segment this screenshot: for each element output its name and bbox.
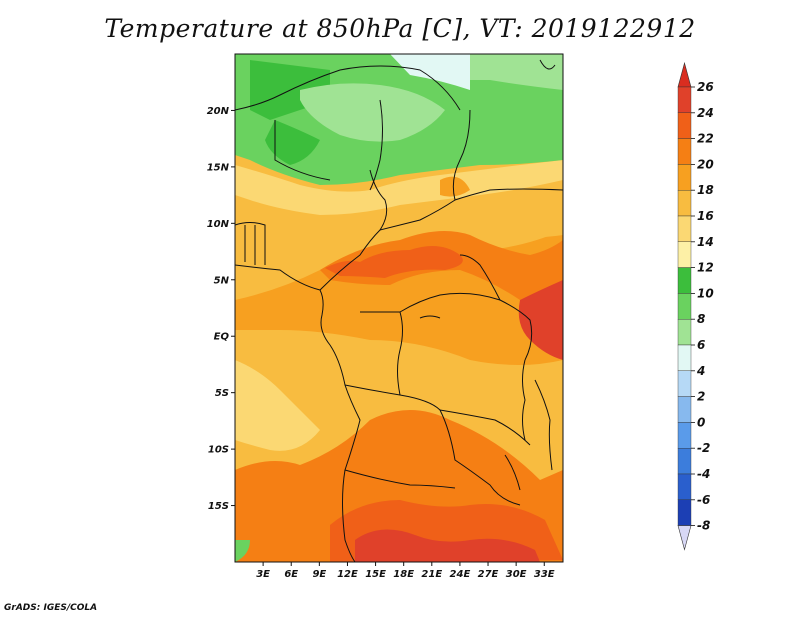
x-tick-label: 18E [393,569,414,580]
colorbar-label: 22 [697,132,714,146]
y-tick-label: 20N [207,106,230,117]
colorbar-label: 20 [697,157,714,171]
colorbar-label: -4 [697,467,710,481]
colorbar-swatch [677,189,692,217]
colorbar-label: 12 [697,261,714,275]
colorbar-label: 10 [697,286,714,300]
x-tick-label: 21E [421,569,442,580]
colorbar-label: -8 [697,519,710,533]
map-title: Temperature at 850hPa [C], VT: 201912291… [104,14,696,43]
colorbar-label: 2 [697,390,705,404]
y-tick-label: 5S [215,388,229,399]
colorbar-top-arrow [677,61,692,88]
colorbar-swatch [677,319,692,346]
colorbar-swatch [677,344,692,371]
country-borders [235,59,563,562]
x-tick-label: 30E [506,569,527,580]
x-tick-label: 27E [478,569,499,580]
map-frame [234,53,564,563]
colorbar-label: -2 [697,441,710,455]
colorbar-label: 18 [697,183,714,197]
colorbar-label: 14 [697,235,714,249]
colorbar-label: 26 [697,80,714,94]
x-tick-label: 12E [337,569,358,580]
colorbar-swatch [677,473,692,500]
colorbar-label: 0 [697,415,705,429]
colorbar-swatch [677,138,692,165]
y-tick-label: 10N [207,219,230,230]
colorbar-swatch [677,86,692,113]
y-axis-ticks: 20N 15N 10N 5N EQ 5S 10S 15S [207,106,235,512]
colorbar-swatch [677,164,692,191]
colorbar-swatch [677,215,692,242]
colorbar-swatch [677,112,692,139]
y-tick-label: 15S [208,501,229,512]
colorbar-swatch [677,422,692,449]
colorbar-swatch [677,448,692,475]
colorbar-label: 16 [697,209,714,223]
temperature-field [235,54,563,562]
y-tick-label: EQ [214,332,230,343]
x-tick-label: 24E [450,569,471,580]
x-tick-label: 3E [256,569,270,580]
colorbar-swatch [677,370,692,397]
colorbar-label: -6 [697,493,710,507]
y-tick-label: 5N [214,275,230,286]
x-tick-label: 15E [365,569,386,580]
colorbar-swatch [677,396,692,423]
x-axis-ticks: 3E 6E 9E 12E 15E 18E 21E 24E 27E 30E 33E [256,562,555,580]
x-tick-label: 9E [312,569,326,580]
y-tick-label: 15N [207,162,230,173]
colorbar-label: 8 [697,312,705,326]
colorbar-label: 4 [696,364,705,378]
credit-label: GrADS: IGES/COLA [4,603,98,613]
y-tick-label: 10S [208,445,229,456]
colorbar-swatch [677,241,692,268]
x-tick-label: 6E [284,569,298,580]
colorbar-swatch [677,293,692,320]
colorbar-label: 6 [697,338,705,352]
x-tick-label: 33E [534,569,555,580]
colorbar-swatch [677,267,692,294]
colorbar-swatch [677,499,692,526]
colorbar-bottom-arrow [677,525,692,551]
colorbar-label: 24 [697,106,714,120]
